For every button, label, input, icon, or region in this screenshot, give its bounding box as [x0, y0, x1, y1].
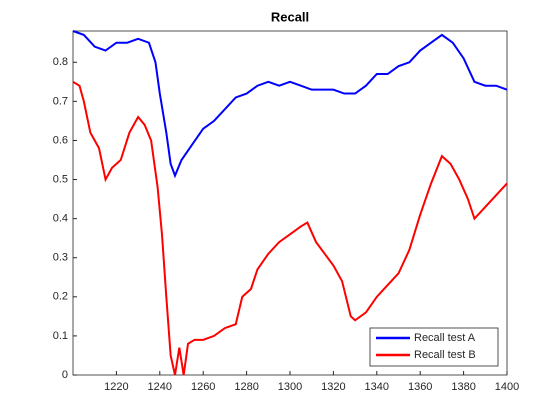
line-series [72, 80, 508, 376]
x-tick-label: 1240 [148, 381, 172, 393]
x-tick-label: 1360 [408, 381, 432, 393]
x-tick-label: 1320 [321, 381, 345, 393]
x-tick-label: 1340 [365, 381, 389, 393]
y-tick-label: 0.1 [53, 330, 68, 342]
y-tick-label: 0.6 [53, 134, 68, 146]
x-tick-label: 1300 [278, 381, 302, 393]
x-tick-label: 1220 [104, 381, 128, 393]
y-tick-label: 0.7 [53, 95, 68, 107]
x-tick-label: 1260 [191, 381, 215, 393]
plot-area [72, 30, 508, 376]
y-tick-label: 0.2 [53, 291, 68, 303]
y-tick-label: 0.8 [53, 56, 68, 68]
legend [369, 327, 499, 367]
x-tick-label: 1400 [495, 381, 519, 393]
y-tick-label: 0.3 [53, 252, 68, 264]
chart-title: Recall [271, 9, 309, 24]
y-tick-label: 0.4 [53, 213, 68, 225]
legend-label: Recall test A [414, 332, 476, 344]
x-tick-label: 1280 [234, 381, 258, 393]
x-tick-label: 1380 [451, 381, 475, 393]
line-series [72, 30, 508, 179]
y-tick-label: 0.5 [53, 173, 68, 185]
legend-label: Recall test B [414, 349, 476, 361]
y-tick-label: 0 [62, 369, 68, 381]
